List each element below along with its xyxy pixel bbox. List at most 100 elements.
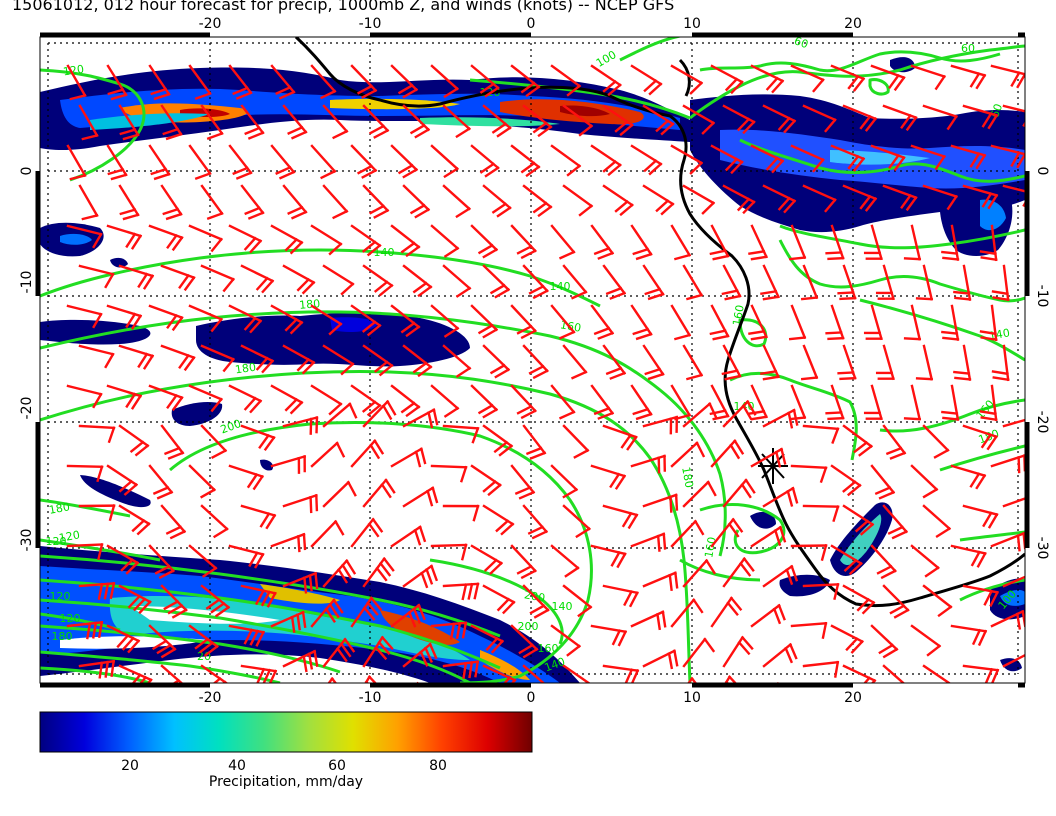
wind-barb [590,144,622,177]
wind-barb [106,464,139,496]
wind-barb [148,544,175,580]
wind-barb [200,104,224,141]
wind-barb [350,675,382,683]
wind-barb [842,584,876,615]
wind-barb [390,525,427,548]
contour-label: 160 [538,642,559,655]
wind-barb [66,620,104,640]
wind-barb [240,344,275,374]
wind-barb [310,676,343,683]
wind-barb [875,344,895,381]
top-tick-label: 0 [527,16,536,32]
contour-africa-inner2 [779,224,1025,250]
precip-africa-east-mid [980,199,1006,231]
wind-barb [863,384,883,421]
wind-barb [510,544,537,580]
wind-barb [362,478,396,508]
wind-barb [951,706,986,723]
contour-label: 120 [58,528,81,544]
wind-barb [922,584,953,618]
wind-barb [1002,415,1025,428]
wind-barb [106,144,128,181]
wind-barb [282,493,319,514]
wind-barb [550,464,579,499]
wind-barb [510,624,539,659]
wind-barb [722,557,755,588]
wind-barb [709,384,730,421]
contour-180 [40,370,692,683]
wind-barb [430,304,460,338]
wind-barb [510,64,541,98]
axis-left: 0 -10 -20 -30 [19,167,35,552]
wind-barb [118,264,155,290]
wind-barb [148,304,184,332]
wind-barb [1002,570,1025,588]
wind-barb [78,344,115,369]
wind-barb [228,544,265,569]
wind-barb [630,384,653,421]
wind-barb [228,304,263,334]
wind-barb [442,504,480,522]
wind-barb [188,544,218,578]
wind-barb [228,384,263,414]
wind-barb [990,144,1025,169]
top-tick-label: 10 [683,16,701,32]
wind-barb [310,384,343,416]
wind-barb [148,464,174,500]
wind-barb [825,384,845,421]
wind-barb [562,184,594,217]
wind-barb [362,104,390,139]
wind-barb [282,649,319,673]
wind-barb [66,64,87,101]
wind-barb [482,184,512,218]
wind-barb [670,598,704,628]
wind-barb [870,144,906,172]
axis-bottom: -20 -10 0 10 20 [199,690,862,706]
wind-barb [362,399,397,428]
wind-barb [240,104,265,140]
wind-barb [350,517,384,548]
wind-barb [562,504,591,539]
contour-se-lake [738,318,768,348]
wind-barb [842,504,875,536]
wind-barb [350,224,382,257]
wind-barb [522,184,553,218]
wind-barb [270,532,307,553]
wind-barb [760,264,780,301]
right-tick-label: -30 [1034,537,1050,560]
wind-barb [788,224,807,261]
wind-barb [228,224,263,254]
wind-barb [522,504,549,540]
wind-barb [962,104,999,130]
wind-barb [979,304,998,342]
wind-barb [442,582,480,601]
precip-blob-west2 [110,257,128,268]
bottom-tick-label: -20 [199,690,222,706]
wind-barb [200,504,229,539]
wind-barb [78,264,115,289]
contour-label: 120 [50,590,71,603]
wind-barb [390,64,419,99]
wind-barb [550,304,576,340]
wind-barb [430,464,468,483]
wind-barb [800,344,819,381]
wind-barb [78,424,116,444]
wind-barb [270,454,307,474]
wind-barb [642,571,679,591]
wind-barb [482,104,512,138]
wind-barb [953,264,972,301]
wind-barb [670,519,705,548]
wind-barb [922,104,959,131]
africa-coastline [294,37,1025,608]
wind-barb [78,581,116,601]
wind-barb [830,464,862,497]
wind-barb [825,304,845,341]
wind-barb [322,184,349,220]
coastline-gulf [678,58,691,97]
top-tick-label: -20 [199,16,222,32]
wind-barb [953,344,972,381]
wind-barb [722,184,756,215]
wind-barb [802,582,840,601]
wind-barb [562,344,588,380]
wind-barb [310,598,344,628]
